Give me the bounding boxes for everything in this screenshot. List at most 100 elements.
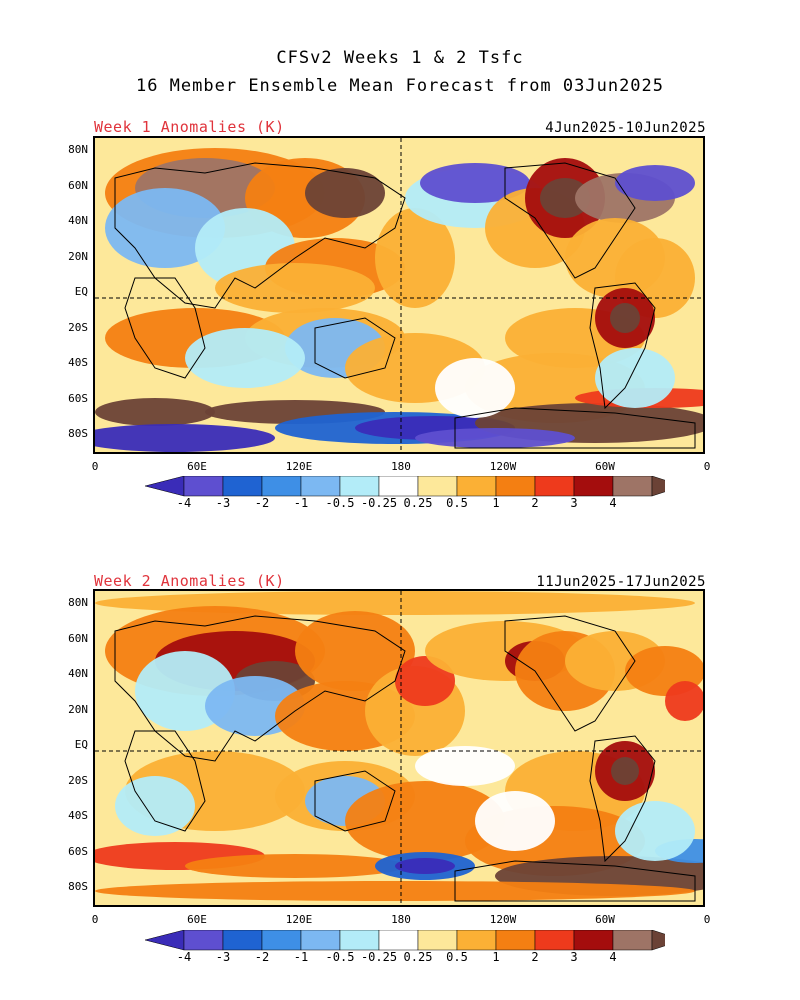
week2-colorbar-label: -0.5 [325, 950, 355, 964]
week1-anomaly-patch [305, 168, 385, 218]
week1-anomaly-patch [375, 208, 455, 308]
week1-colorbar-swatch [378, 475, 419, 497]
week2-colorbar-label: -1 [293, 950, 309, 964]
week1-lat-tick: 40N [68, 214, 88, 227]
week2-anomaly-patch [611, 757, 639, 785]
week1-lat-tick: 80N [68, 143, 88, 156]
week1-anomaly-patch [595, 348, 675, 408]
week1-colorbar-swatch [573, 475, 614, 497]
week1-lat-tick: 60S [68, 391, 88, 405]
week2-colorbar-swatch [339, 929, 380, 951]
week2-lon-tick: 60W [595, 913, 615, 926]
week2-colorbar-label: -4 [176, 950, 192, 964]
title-line-2: 16 Member Ensemble Mean Forecast from 03… [135, 76, 665, 96]
week1-lon-tick: 180 [391, 460, 411, 473]
week1-colorbar-swatch [417, 475, 458, 497]
week1-colorbar-label: 3 [570, 496, 578, 510]
week1-colorbar-label: 1 [492, 496, 500, 510]
week2-coastline [124, 730, 206, 832]
week2-anomaly-patch [475, 791, 555, 851]
week2-colorbar-label: -3 [215, 950, 231, 964]
week2-anomaly-patch [115, 776, 195, 836]
week2-field [95, 591, 703, 905]
week2-colorbar-label: 4 [609, 950, 617, 964]
week1-lon-tick: 0 [91, 460, 99, 473]
week1-colorbar-swatch [456, 475, 497, 497]
week1-colorbar-label: -4 [176, 496, 192, 510]
week2-colorbar-swatch [534, 929, 575, 951]
week2-colorbar-label: -0.25 [360, 950, 398, 964]
week2-lat-tick: 80S [68, 880, 88, 893]
week1-colorbar-swatch [534, 475, 575, 497]
week2-anomaly-patch [395, 656, 455, 706]
week1-colorbar-swatch [339, 475, 380, 497]
week1-anomaly-patch [415, 428, 575, 448]
week1-lon-tick: 0 [703, 460, 711, 473]
week1-lat-tick: 20S [68, 320, 88, 334]
week1-anomaly-patch [540, 178, 590, 218]
week2-colorbar-swatch [222, 929, 263, 951]
week2-anomaly-patch [95, 881, 695, 901]
week2-colorbar-bar [144, 929, 684, 951]
week1-lat-tick: 40S [68, 356, 88, 369]
week2-lat-tick: EQ [74, 738, 88, 751]
week2-lon-tick: 120E [285, 913, 313, 926]
week2-colorbar-swatch [300, 929, 341, 951]
week1-colorbar-label: -0.5 [325, 496, 355, 510]
week1-coastline [124, 277, 206, 379]
week2-anomaly-patch [615, 801, 695, 861]
week1-colorbar-swatch [261, 475, 302, 497]
week2-coastline [314, 770, 396, 832]
week1-anomaly-patch [95, 424, 275, 452]
week1-colorbar-high-arrow [651, 475, 684, 497]
week1-anomaly-patch [95, 398, 215, 426]
week2-lon-tick: 0 [91, 913, 99, 926]
week2-colorbar-low-arrow [144, 929, 185, 951]
week2-lat-tick: 80N [68, 596, 88, 609]
week2-colorbar-high-arrow [651, 929, 684, 951]
week2-coastline [504, 615, 636, 732]
week1-coastline [314, 317, 396, 379]
week2-lon-tick: 60E [187, 913, 207, 926]
week1-colorbar-label: 4 [609, 496, 617, 510]
week1-lat-tick: EQ [74, 285, 88, 298]
week2-colorbar-swatch [378, 929, 419, 951]
week1-colorbar-swatch [300, 475, 341, 497]
week2-coastline [589, 735, 656, 863]
week1-colorbar-swatch [222, 475, 263, 497]
week2-lat-tick: 60N [68, 631, 88, 645]
week2-colorbar: -4 -3 -2 -1 -0.5 -0.25 0.25 0.5 1 2 3 4 [144, 929, 684, 964]
week1-colorbar-label: 0.5 [446, 496, 468, 510]
week1-anomaly-patch [185, 328, 305, 388]
week1-coastline [504, 162, 636, 279]
week1-anomaly-patch [610, 303, 640, 333]
week2-lat-tick: 40N [68, 667, 88, 680]
week2-colorbar-swatch [261, 929, 302, 951]
week2-label: Week 2 Anomalies (K) [94, 572, 285, 590]
week1-colorbar-label: 2 [531, 496, 539, 510]
week2-colorbar-label: 1 [492, 950, 500, 964]
week1-map [93, 136, 705, 454]
week2-colorbar-swatch [573, 929, 614, 951]
week1-field [95, 138, 703, 452]
week2-anomaly-patch [665, 681, 703, 721]
week1-coastline [589, 282, 656, 410]
week2-anomaly-patch [395, 858, 455, 874]
week2-colorbar-label: 0.5 [446, 950, 468, 964]
week1-anomaly-patch [615, 165, 695, 201]
week2-lat-tick: 20S [68, 773, 88, 787]
week1-colorbar-label: -1 [293, 496, 309, 510]
week1-colorbar-label: -0.25 [360, 496, 398, 510]
week1-dates: 4Jun2025-10Jun2025 [545, 120, 706, 136]
week2-lat-tick: 40S [68, 809, 88, 822]
week1-lon-tick: 60W [595, 460, 615, 473]
week1-colorbar-swatch [612, 475, 653, 497]
week2-colorbar-swatch [612, 929, 653, 951]
week1-colorbar-low-arrow [144, 475, 185, 497]
week1-colorbar-swatch [183, 475, 224, 497]
week2-lat-tick: 20N [68, 702, 88, 716]
week2-colorbar-swatch [495, 929, 536, 951]
week1-lon-tick: 120W [489, 460, 517, 473]
week1-lon-tick: 60E [187, 460, 207, 473]
week1-colorbar-label: -2 [254, 496, 270, 510]
